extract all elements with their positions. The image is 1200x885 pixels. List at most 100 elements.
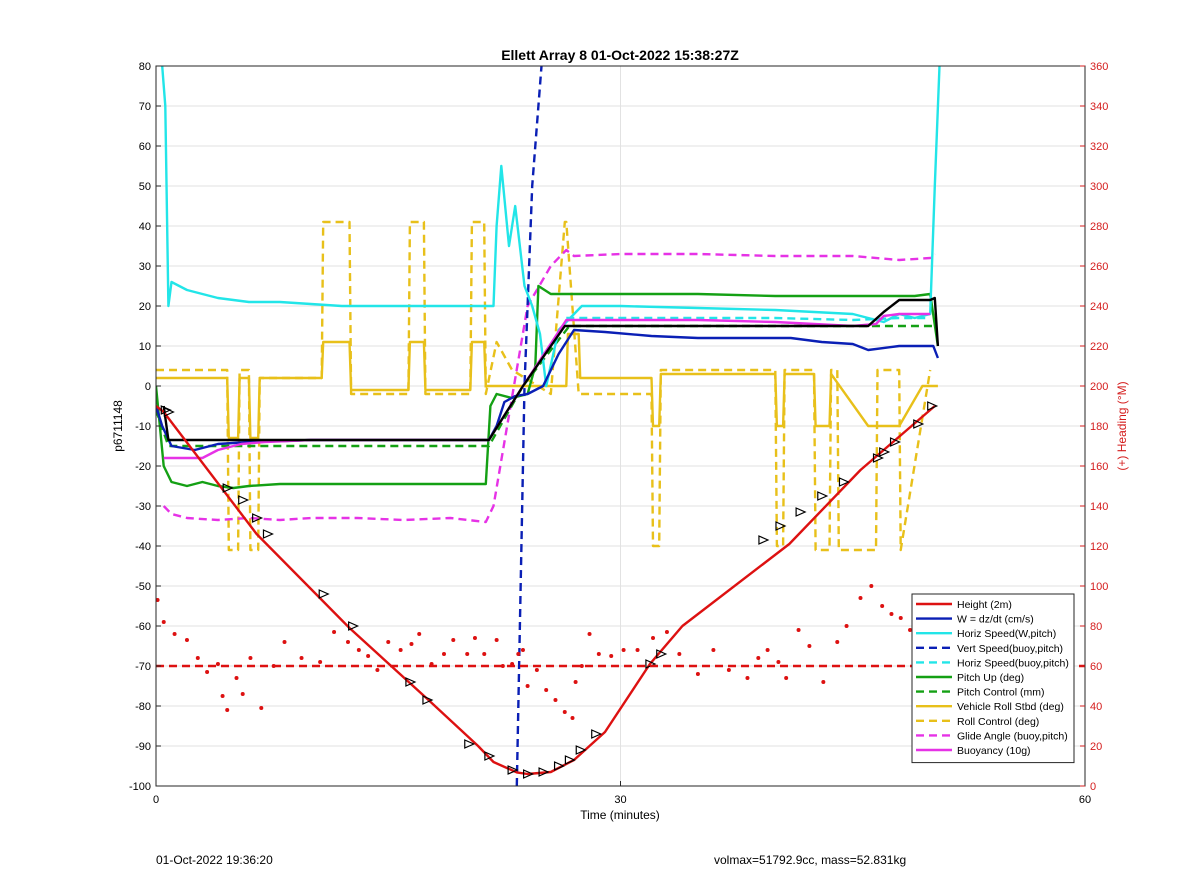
heading-point: [516, 652, 521, 656]
height-marker: [879, 447, 891, 457]
series-pitch-up-deg: [156, 284, 940, 490]
series-roll-control-deg: [156, 220, 932, 552]
y2-tick-label: 220: [1090, 341, 1108, 353]
height-marker: [758, 535, 770, 545]
heading-point: [386, 640, 391, 644]
heading-point: [161, 620, 166, 624]
heading-point: [756, 656, 761, 660]
heading-point: [776, 660, 781, 664]
heading-point: [345, 640, 350, 644]
legend-label: Glide Angle (buoy,pitch): [957, 730, 1068, 742]
legend-label: Vehicle Roll Stbd (deg): [957, 701, 1064, 713]
y-tick-label: -50: [135, 581, 151, 593]
y-tick-label: -70: [135, 661, 151, 673]
y2-tick-label: 160: [1090, 461, 1108, 473]
height-marker: [262, 529, 274, 539]
legend-label: Horiz Speed(W,pitch): [957, 628, 1056, 640]
legend-label: Height (2m): [957, 599, 1012, 611]
heading-point: [417, 632, 422, 636]
y-tick-label: -100: [129, 781, 151, 793]
height-marker: [222, 483, 234, 493]
height-marker: [422, 695, 434, 705]
series-horiz-speed-buoy-pitch: [566, 316, 931, 322]
heading-point: [796, 628, 801, 632]
legend-label: Pitch Control (mm): [957, 687, 1045, 699]
heading-point: [562, 710, 567, 714]
heading-point: [553, 698, 558, 702]
heading-point: [409, 642, 414, 646]
heading-point: [664, 630, 669, 634]
y-tick-label: -20: [135, 461, 151, 473]
legend-label: Roll Control (deg): [957, 716, 1039, 728]
heading-point: [726, 668, 731, 672]
heading-point: [898, 616, 903, 620]
heading-point: [205, 670, 210, 674]
x-tick-label: 30: [614, 794, 626, 806]
y-tick-label: 40: [139, 221, 151, 233]
height-marker: [538, 767, 550, 777]
heading-point: [494, 638, 499, 642]
heading-point: [398, 648, 403, 652]
heading-point: [282, 640, 287, 644]
height-marker: [872, 453, 885, 463]
heading-point: [677, 652, 682, 656]
heading-point: [784, 676, 789, 680]
series-horiz-speed-w-pitch: [161, 66, 941, 388]
legend-box: [911, 593, 1075, 764]
heading-point: [587, 632, 592, 636]
height-marker: [318, 589, 330, 599]
heading-point: [184, 638, 189, 642]
y2-tick-label: 320: [1090, 141, 1108, 153]
y2-tick-label: 340: [1090, 101, 1108, 113]
heading-point: [844, 624, 849, 628]
height-marker: [553, 761, 566, 771]
y-tick-label: 80: [139, 61, 151, 73]
height-marker: [522, 769, 535, 779]
heading-point: [573, 680, 578, 684]
height-marker: [238, 495, 250, 505]
series-vbd-10-cc: [162, 296, 940, 442]
heading-point: [465, 652, 470, 656]
heading-point: [635, 648, 640, 652]
height-marker: [464, 739, 476, 749]
heading-point: [869, 584, 874, 588]
heading-point: [156, 598, 160, 602]
y-tick-label: 70: [139, 101, 151, 113]
y-tick-label: 50: [139, 181, 151, 193]
height-marker: [575, 745, 587, 755]
y-tick-label: -10: [135, 421, 151, 433]
height-marker: [927, 401, 939, 411]
heading-point: [172, 632, 177, 636]
height-marker: [405, 677, 417, 687]
heading-point: [220, 694, 225, 698]
y-tick-label: 20: [139, 301, 151, 313]
heading-point: [745, 676, 750, 680]
y2-axis-label: (+) Heading (°M): [1115, 381, 1129, 470]
heading-point: [711, 648, 716, 652]
y-tick-label: -30: [135, 501, 151, 513]
y2-tick-label: 300: [1090, 181, 1108, 193]
heading-point: [821, 680, 826, 684]
x-axis-label: Time (minutes): [580, 808, 660, 822]
heading-point: [651, 636, 656, 640]
height-marker: [889, 437, 902, 447]
height-marker: [775, 521, 787, 531]
heading-point: [366, 654, 371, 658]
heading-point: [441, 652, 446, 656]
legend-label: Pitch Up (deg): [957, 672, 1024, 684]
y2-tick-label: 140: [1090, 501, 1108, 513]
heading-point: [889, 612, 894, 616]
y2-tick-label: 20: [1090, 741, 1102, 753]
heading-point: [570, 716, 575, 720]
heading-point: [520, 648, 525, 652]
heading-point: [534, 668, 539, 672]
heading-point: [299, 656, 304, 660]
footer-stats: volmax=51792.9cc, mass=52.831kg: [714, 853, 907, 867]
heading-point: [215, 662, 220, 666]
legend-label: Vert Speed(buoy,pitch): [957, 643, 1063, 655]
series-vert-speed-buoy-pitch: [515, 66, 543, 786]
x-tick-label: 60: [1079, 794, 1091, 806]
height-marker: [591, 729, 603, 739]
y-tick-label: 60: [139, 141, 151, 153]
